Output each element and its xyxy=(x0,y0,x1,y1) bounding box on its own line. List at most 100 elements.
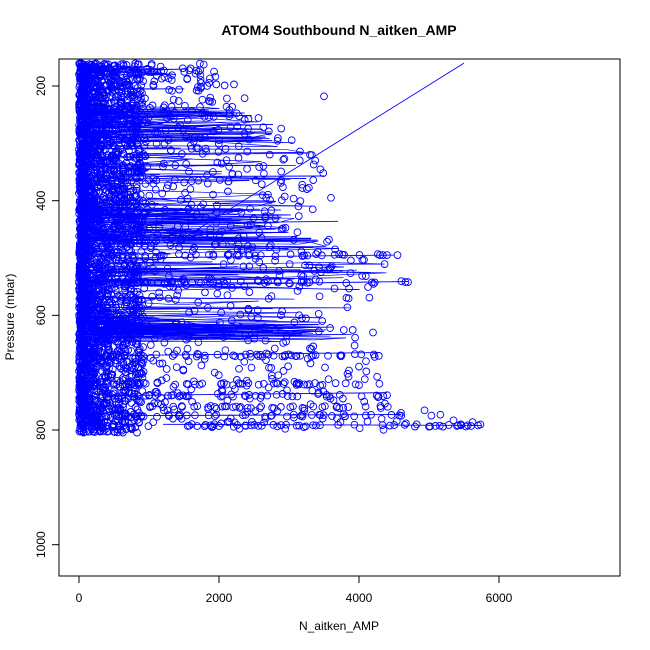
data-point xyxy=(115,362,124,371)
data-point xyxy=(286,250,295,259)
data-point xyxy=(383,251,391,259)
data-point xyxy=(270,344,279,353)
data-point xyxy=(112,380,121,389)
series-line-segment xyxy=(98,115,148,121)
data-point xyxy=(267,364,276,372)
series-line-segment xyxy=(177,300,259,306)
data-point xyxy=(162,374,171,382)
data-point xyxy=(135,277,144,286)
data-point xyxy=(321,363,329,372)
series-line-segment xyxy=(202,193,271,199)
data-point xyxy=(193,349,202,358)
data-point xyxy=(209,168,217,176)
data-point xyxy=(335,250,344,258)
data-point xyxy=(318,381,327,389)
y-tick-label: 1000 xyxy=(34,531,48,558)
series-line-segment xyxy=(136,154,185,157)
data-point xyxy=(79,84,87,93)
series-line-segment xyxy=(89,336,164,340)
data-point xyxy=(104,346,112,354)
series-line-segment xyxy=(153,114,228,118)
series-line-segment xyxy=(147,114,215,117)
data-point xyxy=(272,390,281,399)
series-line-segment xyxy=(79,176,196,182)
series-line-segment xyxy=(205,213,291,216)
data-point xyxy=(84,342,93,351)
data-point xyxy=(306,150,314,159)
data-point xyxy=(215,422,223,430)
data-point xyxy=(109,182,118,190)
data-point xyxy=(355,381,363,389)
data-point xyxy=(254,352,263,360)
data-point xyxy=(75,416,84,424)
data-point xyxy=(117,352,126,361)
series-line-segment xyxy=(82,129,161,133)
data-point xyxy=(100,98,109,107)
data-point xyxy=(127,101,136,110)
series-line-segment xyxy=(153,218,241,221)
series-line-segment xyxy=(82,107,126,111)
data-point xyxy=(278,352,287,361)
data-point xyxy=(209,250,217,259)
series-line-segment xyxy=(174,246,313,248)
data-point xyxy=(133,428,141,437)
series-line-segment xyxy=(84,226,94,231)
data-point xyxy=(271,256,279,265)
data-point xyxy=(328,412,336,420)
series-line-segment xyxy=(134,281,409,286)
data-point xyxy=(256,404,264,412)
data-point xyxy=(294,380,303,389)
series-line-segment xyxy=(274,328,314,334)
data-point xyxy=(193,402,202,410)
series-line-segment xyxy=(106,268,371,273)
data-point xyxy=(254,314,262,322)
plot-points xyxy=(75,59,485,437)
data-point xyxy=(225,250,233,258)
data-point xyxy=(145,191,154,200)
data-point xyxy=(308,205,317,214)
data-point xyxy=(105,295,114,304)
data-point xyxy=(274,134,282,142)
data-point xyxy=(196,66,205,75)
data-point xyxy=(309,402,318,411)
data-point xyxy=(75,407,84,415)
data-point xyxy=(150,77,159,86)
data-point xyxy=(254,114,263,122)
series-line-segment xyxy=(122,307,350,310)
series-line-segment xyxy=(86,164,149,171)
series-line-segment xyxy=(98,234,181,237)
series-line-segment xyxy=(82,323,176,326)
data-point xyxy=(260,279,269,287)
data-point xyxy=(124,412,133,421)
series-line-segment xyxy=(88,180,250,186)
data-point xyxy=(198,95,207,104)
series-line-segment xyxy=(85,127,262,130)
series-line-segment xyxy=(136,306,350,309)
data-point xyxy=(75,242,84,250)
data-point xyxy=(247,363,256,372)
data-point xyxy=(439,422,447,431)
series-line-segment xyxy=(91,110,115,117)
series-line-segment xyxy=(112,155,262,162)
data-point xyxy=(186,185,195,193)
data-point xyxy=(467,422,475,430)
data-point xyxy=(99,252,108,260)
data-point xyxy=(220,81,229,90)
data-point xyxy=(94,264,102,273)
data-point xyxy=(254,422,263,430)
data-point xyxy=(159,403,167,412)
data-point xyxy=(295,311,303,320)
series-line-segment xyxy=(110,297,164,300)
data-point xyxy=(90,90,99,99)
data-point xyxy=(103,361,112,370)
data-point xyxy=(135,90,144,99)
data-point xyxy=(225,417,234,426)
series-line-segment xyxy=(106,215,138,219)
series-line-segment xyxy=(97,238,311,244)
series-line-segment xyxy=(162,298,181,304)
data-point xyxy=(232,402,240,411)
series-line-segment xyxy=(162,121,258,124)
series-line-segment xyxy=(82,122,163,127)
series-line-segment xyxy=(86,75,102,80)
